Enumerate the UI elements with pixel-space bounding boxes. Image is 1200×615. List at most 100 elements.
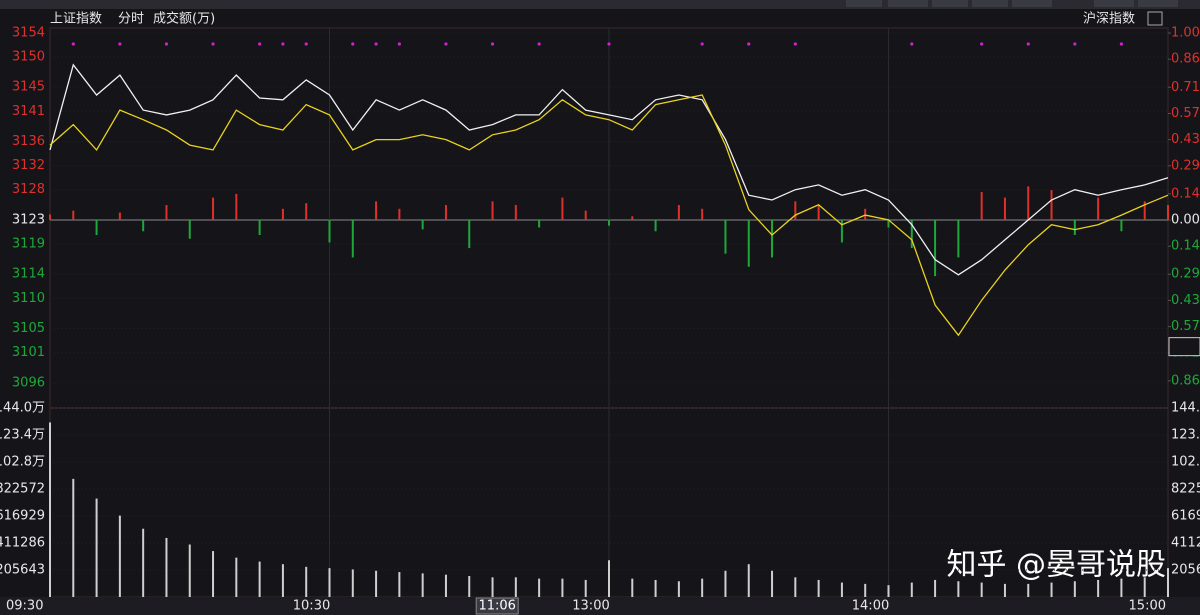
y2-tick-label: 0.00 (1171, 213, 1200, 228)
y2-tick-label: 0.43 (1171, 293, 1200, 308)
toolbar-button[interactable] (1012, 0, 1052, 7)
volume-bar (212, 551, 215, 597)
volume-bar (95, 498, 98, 597)
y-tick-label: 3105 (12, 321, 45, 336)
breadth-bar (142, 220, 145, 232)
compare-label[interactable]: 沪深指数 (1083, 11, 1135, 27)
volume-bar (468, 576, 471, 597)
toolbar-button[interactable] (1138, 0, 1178, 7)
signal-dot (700, 42, 704, 46)
breadth-bar (1003, 197, 1006, 221)
volume-bar (1050, 582, 1053, 597)
breadth-bar (1120, 220, 1123, 232)
volume-bar (305, 566, 308, 597)
volume-bar (398, 572, 401, 597)
signal-dot (607, 42, 611, 46)
y-tick-label: 3096 (12, 375, 45, 390)
breadth-bar (1097, 197, 1100, 221)
signal-dot (71, 42, 75, 46)
volume-tick-label-right: 102.8万 (1171, 455, 1200, 470)
breadth-bar (910, 220, 913, 249)
volume-tick-label-right: 822572 (1171, 482, 1200, 497)
breadth-bar (957, 220, 960, 258)
y2-tick-label: 0.14 (1171, 186, 1200, 201)
volume-bar (701, 578, 704, 597)
signal-dot (118, 42, 122, 46)
volume-bar (864, 583, 867, 597)
toolbar-button[interactable] (972, 0, 1008, 7)
toolbar-button[interactable] (1094, 0, 1134, 7)
volume-bar (1003, 583, 1006, 597)
y-tick-label: 3123 (12, 212, 45, 227)
volume-bar (631, 578, 634, 597)
volume-bar (72, 478, 75, 597)
y-tick-label: 3132 (12, 158, 45, 173)
signal-dot (258, 42, 262, 46)
volume-bar (957, 581, 960, 597)
toolbar-button[interactable] (932, 0, 968, 7)
volume-tick-label: 411286 (0, 536, 45, 551)
volume-bar (142, 528, 145, 597)
volume-bar (794, 577, 797, 597)
volume-tick-label: 144.0万 (0, 401, 45, 416)
signal-dot (537, 42, 541, 46)
volume-bar (258, 561, 261, 597)
volume-bar (281, 564, 284, 597)
volume-tick-label-right: 205643 (1171, 563, 1200, 578)
breadth-bar (421, 220, 424, 230)
volume-bar (375, 570, 378, 597)
breadth-bar (887, 220, 890, 228)
crosshair-x-label: 11:06 (478, 599, 515, 614)
time-axis-bar (0, 597, 1200, 615)
breadth-bar (934, 220, 937, 277)
volume-bar (840, 582, 843, 597)
breadth-bar (95, 220, 98, 235)
breadth-bar (375, 201, 378, 221)
breadth-bar (584, 210, 587, 221)
y2-tick-label: 1.00 (1171, 26, 1200, 41)
signal-dot (304, 42, 308, 46)
signal-dot (281, 42, 285, 46)
breadth-bar (212, 197, 215, 221)
settings-icon[interactable] (1147, 11, 1163, 26)
x-tick-label: 13:00 (572, 599, 609, 614)
breadth-bar (840, 220, 843, 243)
crosshair-y-box (1168, 337, 1200, 357)
breadth-bar (608, 220, 610, 226)
volume-bar (1097, 579, 1100, 597)
breadth-bar (328, 220, 331, 243)
volume-bar (584, 579, 587, 597)
y-tick-label: 3128 (12, 182, 45, 197)
volume-bar (118, 515, 121, 597)
volume-bar (771, 570, 774, 597)
y-tick-label: 3101 (12, 345, 45, 360)
volume-bar (1027, 583, 1030, 597)
chart-title: 上证指数 (50, 12, 102, 27)
x-tick-label: 14:00 (852, 599, 889, 614)
breadth-bar (794, 201, 797, 221)
y-tick-label: 3110 (12, 291, 45, 306)
signal-dot (1073, 42, 1077, 46)
toolbar-button[interactable] (888, 0, 928, 7)
volume-bar (421, 573, 424, 597)
right-axis: 1.00 0.86 0.71 0.57 0.43 0.29 0.14 0.00 0.14 0.29… (1171, 26, 1200, 578)
volume-bar (910, 582, 913, 597)
volume-bar (538, 578, 541, 597)
breadth-bar (654, 220, 657, 232)
y2-tick-label: 0.43 (1171, 132, 1200, 147)
volume-bar (1167, 568, 1169, 597)
y2-tick-label: 0.29 (1171, 158, 1200, 173)
volume-bar (1120, 578, 1123, 597)
breadth-bar (258, 220, 261, 235)
breadth-bar (351, 220, 354, 258)
volume-tick-label: 102.8万 (0, 455, 45, 470)
volume-tick-label: 616929 (0, 509, 45, 524)
volume-tick-label: 205643 (0, 563, 45, 578)
breadth-bar (817, 205, 820, 221)
y-tick-label: 3141 (12, 104, 45, 119)
crosshair-x-box (475, 597, 519, 615)
breadth-bar (980, 191, 983, 221)
toolbar-button[interactable] (846, 0, 882, 7)
